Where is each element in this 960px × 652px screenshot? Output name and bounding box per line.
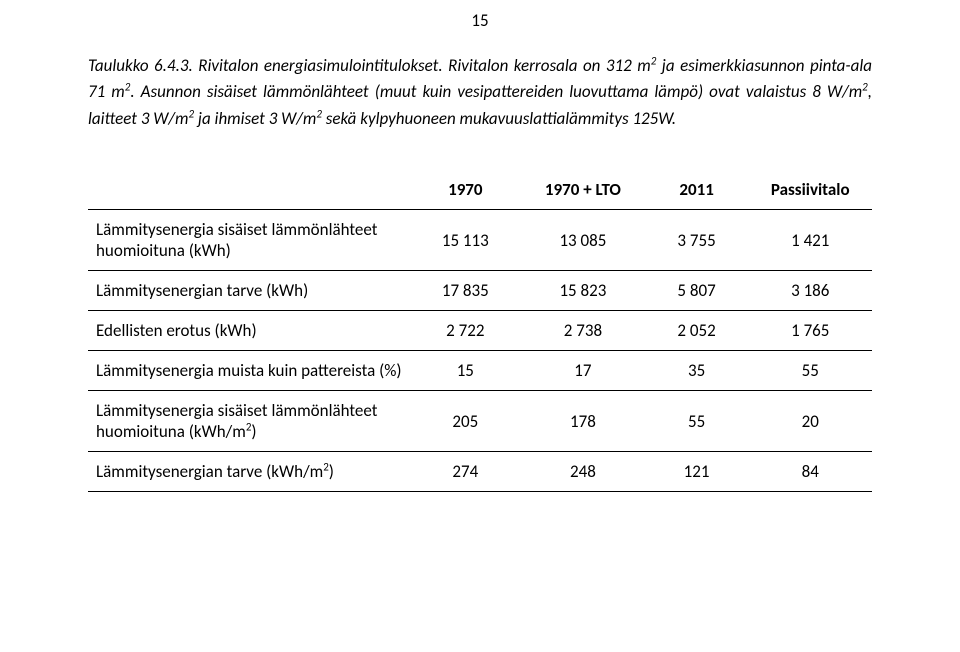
row-cell: 274 <box>409 452 519 492</box>
row-cell: 1 765 <box>747 311 872 351</box>
table-row: Lämmitysenergia muista kuin pattereista … <box>88 351 872 391</box>
row-cell: 20 <box>747 391 872 452</box>
row-cell: 15 113 <box>409 210 519 271</box>
row-cell: 248 <box>519 452 644 492</box>
row-cell: 2 738 <box>519 311 644 351</box>
row-cell: 3 755 <box>645 210 747 271</box>
header-col-4: Passiivitalo <box>747 170 872 210</box>
row-cell: 84 <box>747 452 872 492</box>
page-number: 15 <box>88 10 872 31</box>
caption-lead: Taulukko 6.4.3. Rivitalon energiasimuloi… <box>88 55 651 76</box>
row-cell: 55 <box>747 351 872 391</box>
row-cell: 17 835 <box>409 271 519 311</box>
caption-part-2: . Asunnon sisäiset lämmönlähteet (muut k… <box>130 81 862 102</box>
row-cell: 13 085 <box>519 210 644 271</box>
caption-part-4: ja ihmiset 3 W/m <box>194 108 316 129</box>
row-cell: 3 186 <box>747 271 872 311</box>
row-cell: 205 <box>409 391 519 452</box>
row-cell: 1 421 <box>747 210 872 271</box>
row-cell: 5 807 <box>645 271 747 311</box>
data-table: 1970 1970 + LTO 2011 Passiivitalo Lämmit… <box>88 170 872 492</box>
header-col-1: 1970 <box>409 170 519 210</box>
row-label: Lämmitysenergia muista kuin pattereista … <box>88 351 409 391</box>
table-row: Lämmitysenergian tarve (kWh)17 83515 823… <box>88 271 872 311</box>
page: 15 Taulukko 6.4.3. Rivitalon energiasimu… <box>0 0 960 652</box>
table-row: Edellisten erotus (kWh)2 7222 7382 0521 … <box>88 311 872 351</box>
row-label: Edellisten erotus (kWh) <box>88 311 409 351</box>
row-cell: 55 <box>645 391 747 452</box>
row-cell: 17 <box>519 351 644 391</box>
row-cell: 15 823 <box>519 271 644 311</box>
table-row: Lämmitysenergian tarve (kWh/m2)274248121… <box>88 452 872 492</box>
header-col-2: 1970 + LTO <box>519 170 644 210</box>
table-body: Lämmitysenergia sisäiset lämmönlähteet h… <box>88 210 872 492</box>
row-cell: 15 <box>409 351 519 391</box>
table-row: Lämmitysenergia sisäiset lämmönlähteet h… <box>88 391 872 452</box>
row-label: Lämmitysenergian tarve (kWh) <box>88 271 409 311</box>
row-cell: 2 052 <box>645 311 747 351</box>
table-caption: Taulukko 6.4.3. Rivitalon energiasimuloi… <box>88 53 872 132</box>
row-label: Lämmitysenergia sisäiset lämmönlähteet h… <box>88 391 409 452</box>
row-label: Lämmitysenergia sisäiset lämmönlähteet h… <box>88 210 409 271</box>
table-header-row: 1970 1970 + LTO 2011 Passiivitalo <box>88 170 872 210</box>
table-row: Lämmitysenergia sisäiset lämmönlähteet h… <box>88 210 872 271</box>
row-cell: 121 <box>645 452 747 492</box>
row-cell: 178 <box>519 391 644 452</box>
row-cell: 35 <box>645 351 747 391</box>
row-label: Lämmitysenergian tarve (kWh/m2) <box>88 452 409 492</box>
row-cell: 2 722 <box>409 311 519 351</box>
header-stub <box>88 170 409 210</box>
header-col-3: 2011 <box>645 170 747 210</box>
caption-part-5: sekä kylpyhuoneen mukavuuslattialämmitys… <box>322 108 676 129</box>
